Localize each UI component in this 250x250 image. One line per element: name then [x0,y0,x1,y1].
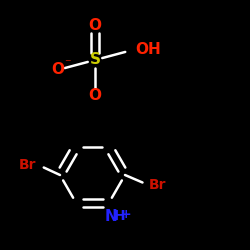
Text: H: H [114,210,126,224]
Text: +: + [120,208,131,221]
Text: O: O [88,88,102,102]
Text: ⁻: ⁻ [64,57,71,70]
Text: S: S [90,52,101,68]
Text: OH: OH [135,42,161,58]
Text: O: O [88,18,102,32]
Text: Br: Br [19,158,36,172]
Text: Br: Br [149,178,166,192]
Text: N: N [105,210,118,224]
Text: O: O [51,62,64,78]
